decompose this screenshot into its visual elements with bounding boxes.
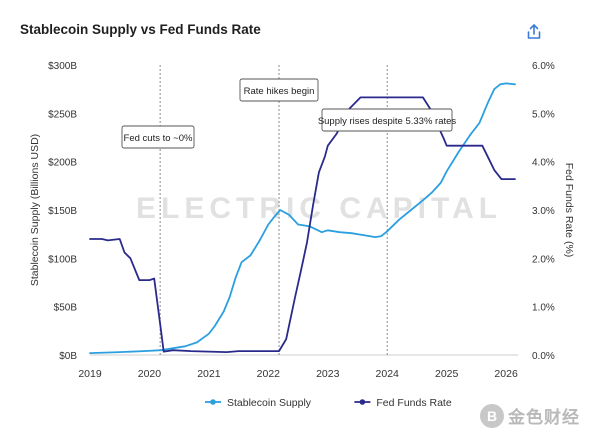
x-tick-label: 2023	[316, 368, 340, 380]
annotation-markers	[159, 65, 388, 355]
legend-swatch-dot	[359, 399, 366, 405]
y-left-tick-label: $50B	[54, 303, 78, 314]
brand-name: 金色财经	[508, 408, 580, 428]
legend: Stablecoin Supply Fed Funds Rate	[205, 397, 452, 409]
x-tick-label: 2022	[257, 368, 281, 380]
annotation-box: Rate hikes begin	[239, 78, 319, 102]
legend-swatch-dot	[210, 399, 216, 405]
annotation-text: Fed cuts to ~0%	[124, 133, 193, 144]
x-tick-label: 2025	[435, 368, 459, 380]
y-right-tick-label: 3.0%	[532, 206, 555, 217]
annotation-text: Supply rises despite 5.33% rates	[318, 116, 457, 127]
annotation-box-frame	[239, 78, 319, 102]
brand-watermark: B 金色财经	[480, 403, 580, 428]
y-right-tick-label: 6.0%	[532, 61, 555, 72]
x-tick-label: 2021	[197, 368, 221, 380]
y-left-tick-label: $150B	[48, 206, 77, 217]
axes-layer: $0B $50B $100B $150B $200B $250B $300B 0.0% 1.0%…	[29, 61, 575, 380]
y-left-tick-label: $200B	[48, 158, 77, 169]
x-tick-label: 2019	[78, 368, 102, 380]
stablecoin-supply-line	[89, 82, 516, 354]
y-left-tick-label: $250B	[48, 109, 77, 120]
y-right-tick-label: 5.0%	[532, 109, 555, 120]
annotation-box: Supply rises despite 5.33% rates	[318, 108, 457, 132]
y-right-tick-label: 4.0%	[532, 158, 555, 169]
share-icon[interactable]	[524, 22, 544, 42]
fed-funds-rate-line	[89, 96, 516, 353]
y-right-tick-label: 2.0%	[532, 254, 555, 265]
annotation-labels: Fed cuts to ~0% Rate hikes begin Supply ri…	[121, 78, 457, 149]
chart-title: Stablecoin Supply vs Fed Funds Rate	[20, 22, 261, 37]
legend-item: Fed Funds Rate	[354, 397, 452, 409]
annotation-box-frame	[121, 125, 195, 149]
brand-logo-icon: B	[480, 403, 504, 428]
y-left-tick-label: $0B	[59, 351, 77, 362]
x-tick-label: 2026	[494, 368, 518, 380]
annotation-box: Fed cuts to ~0%	[121, 125, 195, 149]
y-left-tick-label: $100B	[48, 254, 77, 265]
y-left-axis-title: Stablecoin Supply (Billions USD)	[29, 134, 41, 286]
series-layer	[89, 82, 516, 354]
y-right-tick-label: 1.0%	[532, 303, 555, 314]
annotation-box-frame	[321, 108, 453, 132]
x-tick-label: 2020	[138, 368, 162, 380]
legend-item: Stablecoin Supply	[205, 397, 312, 409]
annotation-text: Rate hikes begin	[244, 86, 315, 97]
legend-label: Stablecoin Supply	[227, 397, 312, 409]
legend-label: Fed Funds Rate	[376, 397, 451, 409]
y-right-axis-title: Fed Funds Rate (%)	[563, 163, 575, 258]
x-tick-label: 2024	[376, 368, 400, 380]
y-right-tick-label: 0.0%	[532, 351, 555, 362]
y-left-tick-label: $300B	[48, 61, 77, 72]
watermark: ELECTRIC CAPITAL	[136, 192, 503, 225]
